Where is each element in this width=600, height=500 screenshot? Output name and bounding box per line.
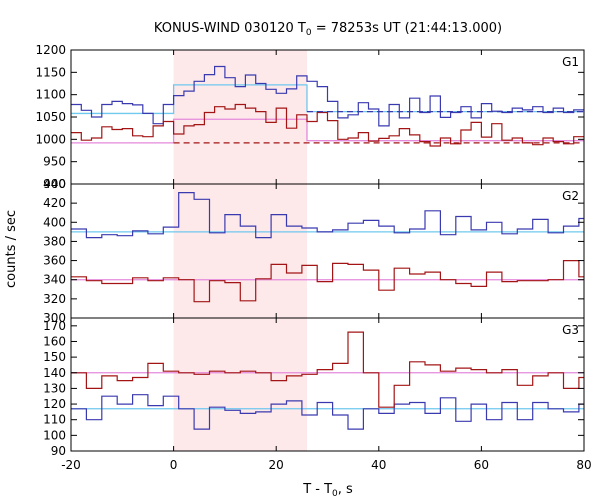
y-tick-label: 170 <box>43 319 66 333</box>
y-tick-label: 140 <box>43 366 66 380</box>
x-axis-label-subscript: 0 <box>332 489 338 499</box>
y-tick-label: 120 <box>43 397 66 411</box>
x-tick-label: 0 <box>170 458 178 472</box>
cyan-step-fit <box>71 84 584 115</box>
y-tick-label: 1100 <box>35 88 66 102</box>
x-axis-label: T - T0, s <box>302 482 353 499</box>
x-tick-label: 20 <box>269 458 284 472</box>
y-tick-label: 340 <box>43 273 66 287</box>
y-tick-label: 1050 <box>35 110 66 124</box>
blue-series <box>71 192 584 239</box>
x-tick-label: 40 <box>371 458 386 472</box>
panel-g1: 900 950 1000 1050 1100 1150 1200 G1 <box>35 43 585 191</box>
y-tick-label: 950 <box>43 155 66 169</box>
x-tick-label: 60 <box>474 458 489 472</box>
y-tick-label: 1150 <box>35 65 66 79</box>
red-series <box>71 103 584 147</box>
y-tick-label: 300 <box>43 311 66 325</box>
plot-area: 90095010001050110011501200G1300320340360… <box>35 43 591 472</box>
y-tick-label: 380 <box>43 234 66 248</box>
red-series <box>71 331 584 408</box>
y-tick-label: 440 <box>43 177 66 191</box>
chart-title: KONUS-WIND 030120 T0 = 78253s UT (21:44:… <box>154 21 502 38</box>
x-tick-label: -20 <box>61 458 81 472</box>
y-tick-label: 900 <box>43 177 66 191</box>
y-tick-label: 150 <box>43 350 66 364</box>
y-tick-label: 160 <box>43 334 66 348</box>
red-series <box>71 260 584 303</box>
blue-series <box>71 394 584 430</box>
panel-frame <box>70 183 585 319</box>
y-tick-label: 110 <box>43 413 66 427</box>
highlight-band <box>173 318 307 451</box>
panel-label: G1 <box>562 55 579 69</box>
highlight-band <box>173 50 307 184</box>
panel-g2: 300 320 340 360 380 400 420 440 G2 <box>43 177 585 325</box>
y-tick-label: 1000 <box>35 132 66 146</box>
y-tick-label: 420 <box>43 196 66 210</box>
panel-label: G2 <box>562 189 579 203</box>
panel-frame <box>70 317 585 452</box>
y-tick-label: 320 <box>43 292 66 306</box>
y-tick-label: 400 <box>43 215 66 229</box>
pink-step-fit <box>71 118 584 144</box>
y-axis-label: counts / sec <box>4 210 19 288</box>
chart-title-subscript: 0 <box>306 28 312 38</box>
y-tick-label: 130 <box>43 381 66 395</box>
blue-series <box>71 65 584 127</box>
y-tick-label: 90 <box>51 444 66 458</box>
y-tick-label: 360 <box>43 254 66 268</box>
panel-label: G3 <box>562 323 579 337</box>
y-tick-label: 100 <box>43 428 66 442</box>
x-tick-label: 80 <box>576 458 591 472</box>
y-tick-label: 1200 <box>35 43 66 57</box>
